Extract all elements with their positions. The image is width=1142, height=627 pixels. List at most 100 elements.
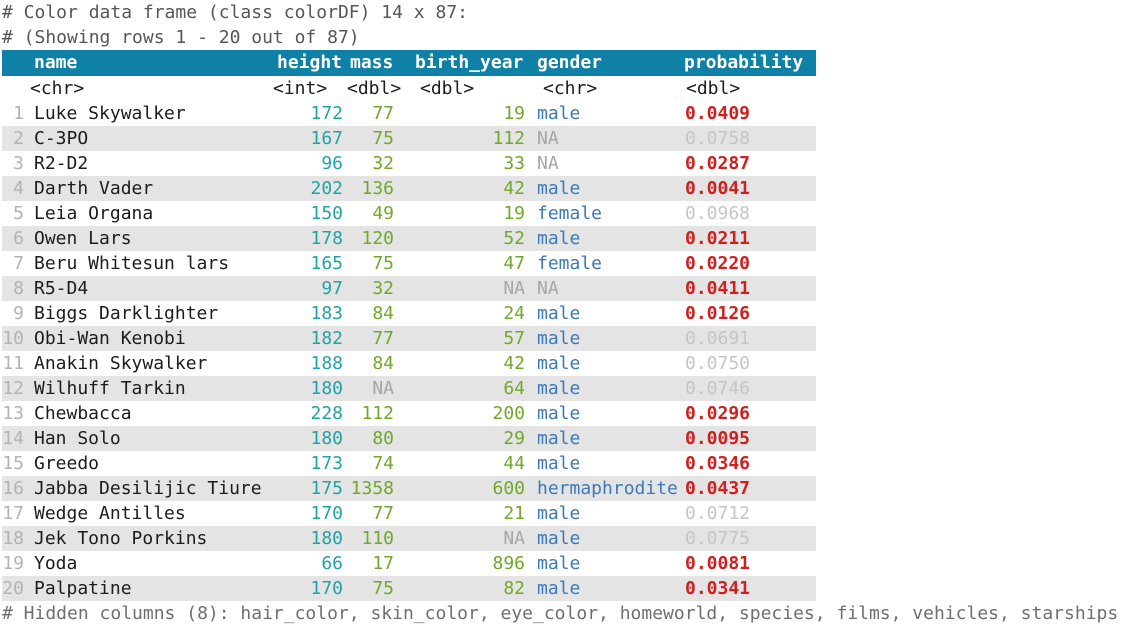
cell-height: 173 bbox=[310, 453, 343, 474]
cell-birth-year: 24 bbox=[503, 303, 525, 324]
cell-name: Anakin Skywalker bbox=[34, 353, 208, 374]
row-number: 10 bbox=[2, 328, 24, 349]
cell-height: 180 bbox=[310, 378, 343, 399]
type-mass: <dbl> bbox=[347, 78, 402, 99]
table-row: 18 Jek Tono Porkins 180 110 NA male 0.07… bbox=[0, 526, 1142, 551]
cell-mass: 75 bbox=[372, 128, 394, 149]
cell-name: Wedge Antilles bbox=[34, 503, 186, 524]
cell-gender: male bbox=[537, 228, 581, 249]
cell-height: 96 bbox=[321, 153, 343, 174]
cell-probability: 0.0750 bbox=[685, 353, 751, 374]
cell-gender: male bbox=[537, 353, 581, 374]
cell-birth-year: 42 bbox=[503, 353, 525, 374]
table-row: 16 Jabba Desilijic Tiure 175 1358 600 he… bbox=[0, 476, 1142, 501]
cell-height: 202 bbox=[310, 178, 343, 199]
column-header-mass: mass bbox=[350, 52, 394, 73]
cell-birth-year: 64 bbox=[503, 378, 525, 399]
cell-height: 66 bbox=[321, 553, 343, 574]
column-header-gender: gender bbox=[537, 52, 603, 73]
comment-line-2: # (Showing rows 1 - 20 out of 87) bbox=[2, 27, 360, 48]
cell-gender: female bbox=[537, 253, 603, 274]
cell-birth-year: 200 bbox=[492, 403, 525, 424]
cell-name: Yoda bbox=[34, 553, 78, 574]
cell-gender: hermaphrodite bbox=[537, 478, 678, 499]
cell-gender: male bbox=[537, 328, 581, 349]
cell-height: 180 bbox=[310, 428, 343, 449]
cell-name: C-3PO bbox=[34, 128, 89, 149]
cell-name: R5-D4 bbox=[34, 278, 89, 299]
cell-gender: male bbox=[537, 453, 581, 474]
cell-mass: 75 bbox=[372, 253, 394, 274]
cell-mass: 74 bbox=[372, 453, 394, 474]
cell-birth-year: NA bbox=[503, 278, 525, 299]
row-number: 2 bbox=[13, 128, 24, 149]
cell-probability: 0.0081 bbox=[685, 553, 751, 574]
cell-height: 180 bbox=[310, 528, 343, 549]
table-type-row: <chr> <int> <dbl> <dbl> <chr> <dbl> bbox=[0, 76, 1142, 101]
cell-mass: 32 bbox=[372, 153, 394, 174]
hidden-columns-note: # Hidden columns (8): hair_color, skin_c… bbox=[2, 603, 1119, 624]
cell-probability: 0.0220 bbox=[685, 253, 751, 274]
cell-mass: 77 bbox=[372, 103, 394, 124]
cell-mass: 110 bbox=[361, 528, 394, 549]
cell-gender: male bbox=[537, 103, 581, 124]
cell-probability: 0.0411 bbox=[685, 278, 751, 299]
cell-name: Greedo bbox=[34, 453, 100, 474]
cell-gender: male bbox=[537, 428, 581, 449]
table-row: 6 Owen Lars 178 120 52 male 0.0211 bbox=[0, 226, 1142, 251]
row-stripe-band bbox=[2, 526, 816, 551]
row-stripe-band bbox=[2, 176, 816, 201]
cell-gender: NA bbox=[537, 128, 559, 149]
row-number: 9 bbox=[13, 303, 24, 324]
cell-gender: male bbox=[537, 553, 581, 574]
cell-birth-year: 33 bbox=[503, 153, 525, 174]
cell-height: 170 bbox=[310, 578, 343, 599]
table-row: 4 Darth Vader 202 136 42 male 0.0041 bbox=[0, 176, 1142, 201]
cell-height: 228 bbox=[310, 403, 343, 424]
cell-height: 178 bbox=[310, 228, 343, 249]
type-name: <chr> bbox=[30, 78, 85, 99]
cell-name: Chewbacca bbox=[34, 403, 132, 424]
table-row: 20 Palpatine 170 75 82 male 0.0341 bbox=[0, 576, 1142, 601]
cell-height: 150 bbox=[310, 203, 343, 224]
cell-gender: female bbox=[537, 203, 603, 224]
row-number: 12 bbox=[2, 378, 24, 399]
cell-probability: 0.0712 bbox=[685, 503, 751, 524]
cell-gender: male bbox=[537, 303, 581, 324]
cell-height: 183 bbox=[310, 303, 343, 324]
cell-mass: 49 bbox=[372, 203, 394, 224]
cell-name: Jek Tono Porkins bbox=[34, 528, 208, 549]
cell-mass: 112 bbox=[361, 403, 394, 424]
table-row: 9 Biggs Darklighter 183 84 24 male 0.012… bbox=[0, 301, 1142, 326]
cell-height: 170 bbox=[310, 503, 343, 524]
type-birth-year: <dbl> bbox=[420, 78, 475, 99]
cell-mass: 136 bbox=[361, 178, 394, 199]
row-number: 15 bbox=[2, 453, 24, 474]
cell-mass: 1358 bbox=[350, 478, 394, 499]
cell-birth-year: 42 bbox=[503, 178, 525, 199]
cell-birth-year: NA bbox=[503, 528, 525, 549]
cell-probability: 0.0211 bbox=[685, 228, 751, 249]
cell-birth-year: 21 bbox=[503, 503, 525, 524]
column-header-height: height bbox=[277, 52, 343, 73]
row-stripe-band bbox=[2, 276, 816, 301]
cell-name: Palpatine bbox=[34, 578, 132, 599]
cell-gender: NA bbox=[537, 278, 559, 299]
table-row: 15 Greedo 173 74 44 male 0.0346 bbox=[0, 451, 1142, 476]
cell-probability: 0.0287 bbox=[685, 153, 751, 174]
cell-probability: 0.0095 bbox=[685, 428, 751, 449]
cell-mass: 75 bbox=[372, 578, 394, 599]
cell-height: 172 bbox=[310, 103, 343, 124]
cell-height: 167 bbox=[310, 128, 343, 149]
type-height: <int> bbox=[273, 78, 328, 99]
cell-mass: 84 bbox=[372, 303, 394, 324]
table-row: 8 R5-D4 97 32 NA NA 0.0411 bbox=[0, 276, 1142, 301]
type-gender: <chr> bbox=[543, 78, 598, 99]
cell-name: Beru Whitesun lars bbox=[34, 253, 230, 274]
row-stripe-band bbox=[2, 126, 816, 151]
cell-mass: NA bbox=[372, 378, 394, 399]
table-header-row: name height mass birth_year gender proba… bbox=[0, 50, 1142, 76]
cell-mass: 120 bbox=[361, 228, 394, 249]
cell-probability: 0.0746 bbox=[685, 378, 751, 399]
cell-birth-year: 47 bbox=[503, 253, 525, 274]
